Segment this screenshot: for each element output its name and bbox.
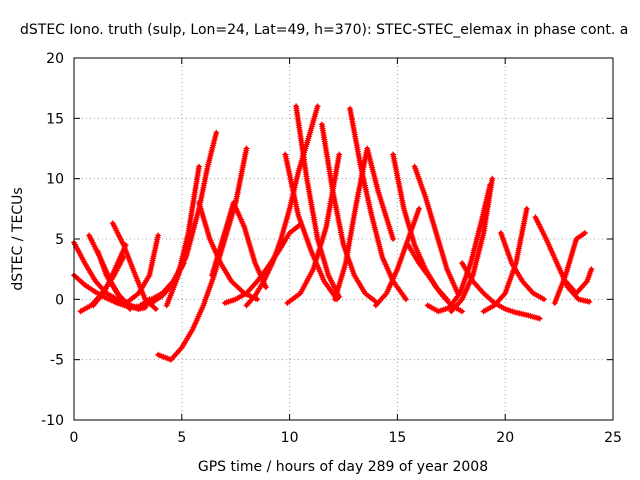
series-10 (148, 129, 220, 303)
y-tick-label: 5 (55, 232, 64, 248)
series-markers (551, 230, 588, 306)
y-tick-label: -5 (50, 353, 64, 369)
series-29 (459, 260, 543, 322)
series-14 (209, 199, 269, 291)
chart-title: dSTEC Iono. truth (sulp, Lon=24, Lat=49,… (20, 22, 628, 38)
series-markers (94, 248, 149, 312)
y-tick-label: 10 (46, 172, 64, 188)
x-tick-label: 10 (281, 430, 299, 446)
series-markers (155, 145, 250, 363)
series-33 (551, 230, 588, 306)
series-12 (163, 163, 202, 309)
series-30 (480, 205, 530, 315)
series-markers (221, 221, 304, 306)
series-markers (293, 103, 343, 300)
x-tick-label: 25 (604, 430, 622, 446)
series-markers (411, 163, 461, 297)
x-tick-label: 15 (388, 430, 406, 446)
axis-ticks: 0 5 10 15 20 25 -10 -5 0 5 10 15 20 (41, 51, 622, 446)
series-markers (480, 205, 530, 315)
y-tick-label: 15 (46, 111, 64, 127)
series-15 (221, 221, 304, 306)
series-markers (347, 105, 409, 303)
series-18 (293, 103, 343, 300)
series-markers (448, 175, 496, 315)
series-markers (148, 129, 220, 303)
series-markers (562, 266, 595, 297)
series-28 (448, 175, 496, 315)
series-5 (94, 248, 149, 312)
y-tick-label: 20 (46, 51, 64, 67)
series-markers (331, 145, 397, 303)
series-20 (318, 121, 379, 305)
x-tick-label: 20 (496, 430, 514, 446)
series-8 (124, 232, 162, 305)
y-tick-label: -10 (41, 413, 64, 429)
x-tick-label: 5 (177, 430, 186, 446)
series-trace (156, 146, 249, 362)
series-markers (318, 121, 379, 305)
series-19 (284, 151, 343, 306)
x-tick-label: 0 (70, 430, 79, 446)
series-markers (497, 230, 547, 303)
series-31 (497, 230, 547, 303)
series-markers (124, 232, 162, 305)
series-trace (149, 130, 219, 302)
series-25 (411, 163, 461, 297)
series-markers (163, 163, 202, 309)
x-axis-label: GPS time / hours of day 289 of year 2008 (198, 459, 488, 475)
y-axis-label: dSTEC / TECUs (10, 187, 26, 290)
series-17 (282, 151, 340, 303)
data-series (71, 103, 595, 363)
series-markers (459, 260, 543, 322)
series-22 (347, 105, 409, 303)
series-markers (209, 199, 269, 291)
series-34 (562, 266, 595, 297)
series-markers (282, 151, 340, 303)
y-tick-label: 0 (55, 292, 64, 308)
series-11 (155, 145, 250, 363)
